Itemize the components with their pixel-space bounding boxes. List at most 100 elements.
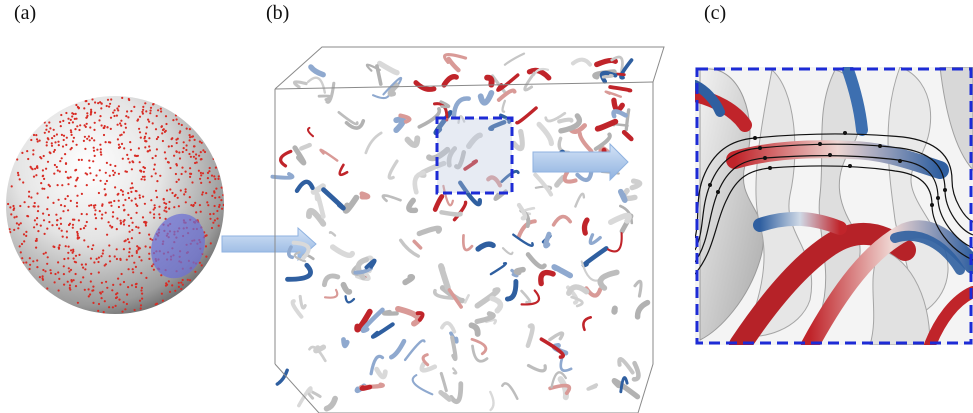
sphere-point: [114, 164, 117, 168]
sphere-point: [190, 204, 193, 207]
sphere-point: [127, 213, 130, 216]
sphere-point: [169, 166, 172, 170]
sphere-point: [73, 117, 76, 120]
sphere-point: [159, 107, 162, 110]
sphere-point: [151, 122, 154, 125]
vortex-tube: [501, 382, 519, 400]
sphere-point: [36, 210, 40, 213]
sphere-point: [188, 139, 191, 142]
sphere-point: [45, 124, 48, 127]
vortex-tube: [364, 258, 377, 270]
vortex-tube: [369, 354, 385, 376]
sphere-point: [105, 161, 108, 164]
sphere-point: [114, 186, 117, 189]
sphere-point: [173, 206, 176, 209]
sphere-point: [13, 216, 16, 219]
sphere-point: [63, 257, 66, 261]
sphere-point: [121, 310, 124, 313]
sphere-point: [111, 289, 114, 292]
sphere-point: [45, 141, 48, 144]
vortex-tube: [270, 172, 295, 180]
vortex-tube: [413, 80, 437, 92]
sphere-point: [97, 271, 100, 274]
sphere-point: [33, 226, 36, 229]
vortex-tube: [525, 323, 535, 348]
vortex-tube: [588, 233, 602, 245]
vortex-tube: [597, 269, 620, 291]
sphere-point: [57, 261, 60, 264]
vortex-tube: [550, 371, 567, 389]
sphere-point: [69, 129, 72, 132]
sphere-point: [148, 257, 151, 260]
sphere-point: [119, 222, 122, 225]
sphere-point: [19, 204, 22, 208]
sphere-point: [130, 237, 133, 240]
sphere-point: [56, 169, 59, 172]
vortex-tube: [617, 188, 628, 203]
vortex-tube: [611, 305, 618, 315]
sphere-point: [143, 202, 146, 205]
sphere-point: [51, 224, 54, 227]
sphere-point: [84, 263, 87, 266]
vortex-tube: [395, 305, 422, 327]
sphere-point: [59, 120, 62, 123]
sphere-point: [98, 169, 101, 172]
sphere-point: [18, 178, 21, 181]
sphere-point: [16, 158, 19, 161]
vortex-tube: [325, 81, 336, 104]
sphere-point: [127, 157, 130, 160]
sphere-point: [55, 133, 59, 136]
sphere-point: [175, 141, 178, 145]
sphere-point: [175, 150, 178, 153]
sphere-point: [77, 158, 80, 161]
sphere-point: [156, 180, 159, 183]
sphere-point: [212, 221, 215, 224]
vortex-tube: [484, 74, 495, 88]
vortex-tube: [292, 145, 307, 166]
sphere-point: [65, 143, 68, 146]
sphere-point: [157, 109, 160, 112]
sphere-point: [82, 276, 85, 279]
vortex-tube: [355, 256, 370, 281]
vortex-tube: [307, 76, 326, 94]
sphere-point: [86, 112, 89, 115]
sphere-point: [66, 280, 69, 283]
sphere-point: [144, 140, 147, 143]
sphere-point: [52, 201, 55, 204]
vortex-tube: [402, 274, 416, 286]
sphere-point: [118, 298, 121, 301]
vortex-tube: [516, 202, 528, 221]
sphere-point: [100, 255, 103, 258]
sphere-point: [108, 174, 111, 177]
sphere-point: [127, 116, 130, 119]
sphere-point: [70, 280, 73, 283]
sphere-point: [106, 126, 109, 129]
sphere-point: [93, 154, 96, 157]
vortex-tube: [411, 374, 434, 396]
sphere-point: [143, 221, 146, 224]
sphere-point: [216, 217, 219, 220]
sphere-point: [115, 296, 119, 299]
sphere-point: [49, 269, 52, 272]
sphere-point: [76, 194, 79, 197]
sphere-point: [54, 272, 57, 276]
vortex-tube: [461, 234, 474, 252]
sphere-point: [114, 304, 117, 307]
sphere-point: [168, 207, 171, 210]
sphere-point: [125, 258, 128, 261]
sphere-point: [47, 213, 51, 217]
sphere-point: [121, 96, 124, 99]
sphere-point: [53, 163, 57, 167]
vortex-tube: [513, 266, 526, 276]
sphere-point: [155, 148, 158, 151]
sphere-point: [35, 166, 39, 169]
sphere-point: [63, 283, 66, 286]
vortex-tube: [355, 270, 371, 282]
sphere-point: [200, 141, 203, 144]
sphere-point: [90, 108, 93, 111]
sphere-point: [124, 198, 127, 201]
sphere-point: [22, 181, 25, 184]
sphere-point: [79, 281, 82, 284]
sphere-point: [175, 180, 178, 183]
sphere-point: [72, 136, 75, 139]
